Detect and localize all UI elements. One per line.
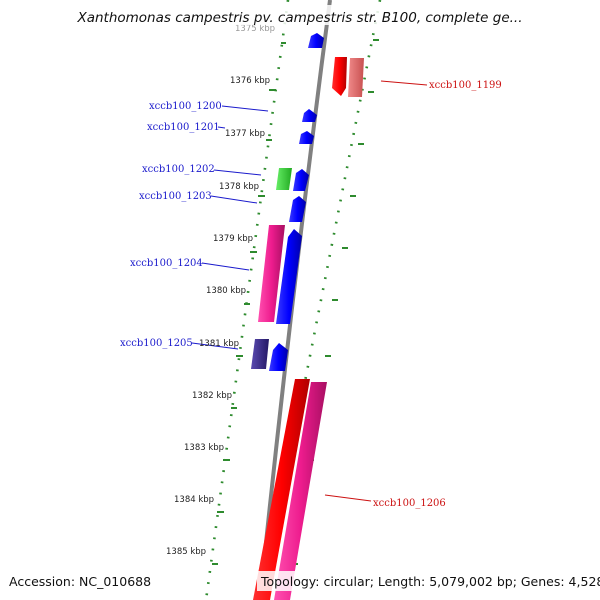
gene-1206-red[interactable] bbox=[253, 379, 310, 600]
leader-lines bbox=[191, 80, 428, 502]
tick-label-1379: 1379 kbp bbox=[213, 234, 253, 244]
cds-arrow[interactable] bbox=[308, 33, 324, 48]
gene-1202-green[interactable] bbox=[276, 168, 292, 190]
tick-label-1376: 1376 kbp bbox=[230, 76, 270, 86]
tick-label-1385: 1385 kbp bbox=[166, 547, 206, 557]
gene-label-1203[interactable]: xccb100_1203 bbox=[139, 191, 212, 202]
leader-line-1201 bbox=[217, 126, 226, 129]
gene-label-1199[interactable]: xccb100_1199 bbox=[429, 80, 502, 91]
leader-line-1199 bbox=[380, 80, 428, 86]
leader-line-1203 bbox=[210, 195, 258, 204]
gene-1199-salmon[interactable] bbox=[348, 58, 364, 97]
leader-line-1206 bbox=[324, 494, 372, 502]
title-background bbox=[70, 5, 530, 25]
map-title: Xanthomonas campestris pv. campestris st… bbox=[76, 10, 522, 26]
gene-label-1201[interactable]: xccb100_1201 bbox=[147, 122, 220, 133]
tick-label-1375: 1375 kbp bbox=[235, 24, 275, 34]
cds-1204-arrow[interactable] bbox=[276, 229, 302, 324]
gene-1205-purple[interactable] bbox=[251, 339, 269, 369]
gene-label-1205[interactable]: xccb100_1205 bbox=[120, 338, 193, 349]
tick-label-1381: 1381 kbp bbox=[199, 339, 239, 349]
leader-line-1204 bbox=[201, 262, 250, 271]
gene-label-1206[interactable]: xccb100_1206 bbox=[373, 498, 446, 509]
cds-1200-arrow[interactable] bbox=[302, 109, 317, 122]
gene-label-1200[interactable]: xccb100_1200 bbox=[149, 101, 222, 112]
cds-1201-arrow[interactable] bbox=[299, 131, 314, 144]
tick-label-1380: 1380 kbp bbox=[206, 286, 246, 296]
tick-label-1377: 1377 kbp bbox=[225, 129, 265, 139]
gene-1206-pink[interactable] bbox=[274, 382, 327, 600]
footer-summary: Topology: circular; Length: 5,079,002 bp… bbox=[260, 574, 600, 589]
footer-accession-background bbox=[4, 571, 146, 591]
tick-label-1384: 1384 kbp bbox=[174, 495, 214, 505]
gene-1204-pink[interactable] bbox=[258, 225, 285, 322]
tick-label-1383: 1383 kbp bbox=[184, 443, 224, 453]
leader-line-1205 bbox=[191, 342, 239, 350]
cds-1202-arrow[interactable] bbox=[293, 169, 309, 191]
gene-label-1202[interactable]: xccb100_1202 bbox=[142, 164, 215, 175]
leader-line-1202 bbox=[213, 169, 262, 176]
gene-1199-red[interactable] bbox=[332, 57, 347, 96]
cds-1205-arrow[interactable] bbox=[269, 343, 288, 371]
tick-label-1382: 1382 kbp bbox=[192, 391, 232, 401]
cds-1203-arrow[interactable] bbox=[289, 196, 306, 222]
leader-line-1200 bbox=[221, 105, 269, 112]
gene-label-1204[interactable]: xccb100_1204 bbox=[130, 258, 203, 269]
footer-accession: Accession: NC_010688 bbox=[9, 574, 151, 589]
footer-summary-background bbox=[257, 571, 595, 591]
tick-label-1378: 1378 kbp bbox=[219, 182, 259, 192]
